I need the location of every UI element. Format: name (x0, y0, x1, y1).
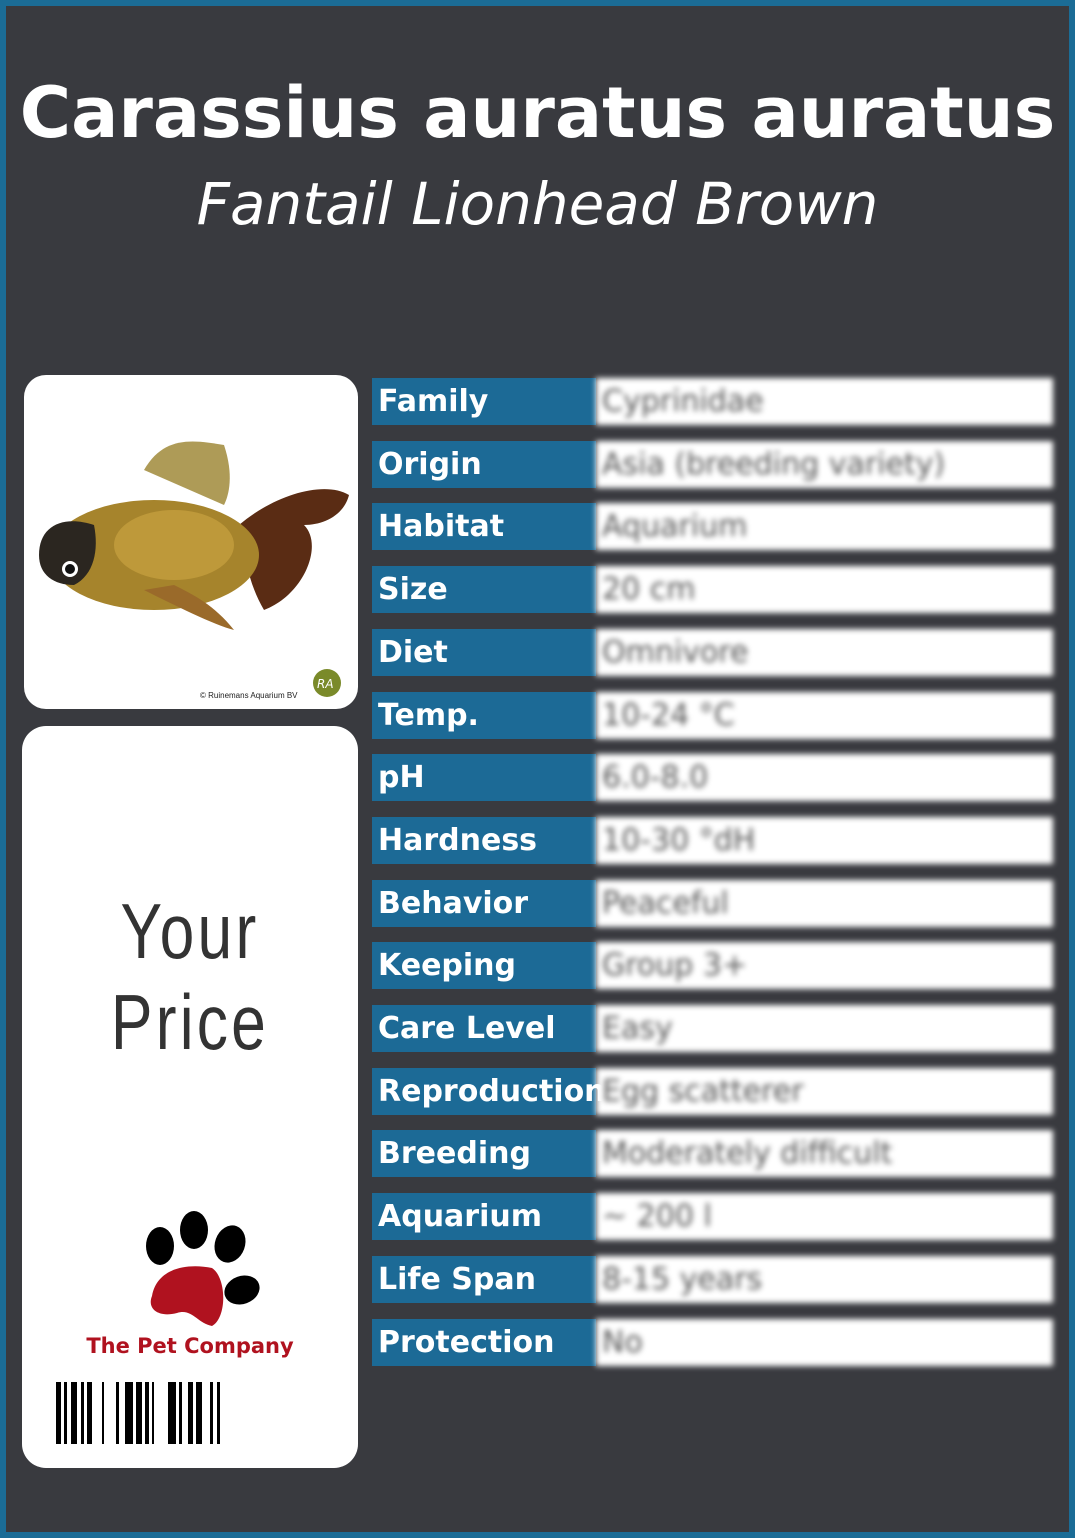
fact-value: Egg scatterer (596, 1067, 1053, 1115)
barcode-bar (116, 1382, 119, 1444)
goldfish-image: RA (39, 441, 349, 697)
fact-row: Life Span 8-15 years (372, 1255, 1053, 1303)
fact-value: Omnivore (596, 628, 1053, 676)
barcode-bar (152, 1382, 154, 1444)
ra-logo-icon (313, 669, 341, 697)
fact-value: Easy (596, 1005, 1053, 1052)
fact-value: Cyprinidae (596, 378, 1053, 425)
fact-value: Asia (breeding variety) (596, 440, 1053, 488)
fact-row: Breeding Moderately difficult (372, 1130, 1053, 1178)
barcode-bar (168, 1382, 176, 1444)
fish-photo: RA © Ruinemans Aquarium BV (24, 375, 358, 709)
fact-value: 20 cm (596, 566, 1053, 614)
fact-value: Aquarium (596, 503, 1053, 551)
barcode-bar (188, 1382, 193, 1444)
brand-name: The Pet Company (86, 1334, 294, 1358)
fact-value: Group 3+ (596, 942, 1053, 990)
fact-row: Temp. 10-24 °C (372, 691, 1053, 739)
barcode-bar (210, 1382, 213, 1444)
fact-row: Hardness 10-30 °dH (372, 816, 1053, 864)
fact-label: Origin (372, 440, 596, 488)
fact-value: ~ 200 l (596, 1193, 1053, 1241)
fact-row: Habitat Aquarium (372, 503, 1053, 551)
fact-value: 8-15 years (596, 1255, 1053, 1303)
barcode-bar (196, 1382, 202, 1444)
fact-row: Aquarium ~ 200 l (372, 1193, 1053, 1241)
fact-label: Behavior (372, 879, 596, 927)
fact-label: Care Level (372, 1005, 596, 1052)
fact-row: Keeping Group 3+ (372, 942, 1053, 990)
scientific-name: Carassius auratus auratus (19, 72, 1056, 154)
fact-row: Behavior Peaceful (372, 879, 1053, 927)
fact-row: Family Cyprinidae (372, 378, 1053, 425)
fact-value: 10-30 °dH (596, 816, 1053, 864)
fact-label: Life Span (372, 1255, 596, 1303)
paw-logo-icon (146, 1211, 260, 1326)
fact-value: No (596, 1318, 1053, 1366)
fact-label: Habitat (372, 503, 596, 551)
common-name: Fantail Lionhead Brown (196, 170, 879, 238)
barcode-bar (71, 1382, 77, 1444)
barcode-bar (217, 1382, 220, 1444)
price-label: Your Price (110, 887, 270, 1066)
price-panel: Your Price The Pet Company (22, 726, 358, 1468)
fact-label: pH (372, 754, 596, 802)
fact-value: Peaceful (596, 879, 1053, 927)
fact-label: Family (372, 378, 596, 425)
barcode-bar (125, 1382, 133, 1444)
fact-row: Care Level Easy (372, 1005, 1053, 1052)
fact-label: Aquarium (372, 1193, 596, 1241)
fact-label: Reproduction (372, 1067, 606, 1115)
svg-text:RA: RA (317, 677, 334, 691)
barcode-bar (56, 1382, 61, 1444)
fact-value: Moderately difficult (596, 1130, 1053, 1178)
barcode-bar (136, 1382, 142, 1444)
fact-label: Diet (372, 628, 596, 676)
fact-row: Protection No (372, 1318, 1053, 1366)
photo-credit: © Ruinemans Aquarium BV (200, 691, 298, 700)
fact-label: Breeding (372, 1130, 596, 1178)
fact-row: Reproduction Egg scatterer (372, 1067, 1053, 1115)
fact-label: Hardness (372, 816, 596, 864)
fact-row: Diet Omnivore (372, 628, 1053, 676)
fact-row: Origin Asia (breeding variety) (372, 440, 1053, 488)
fact-label: Temp. (372, 691, 596, 739)
fact-label: Protection (372, 1318, 596, 1366)
barcode-bar (145, 1382, 149, 1444)
barcode-bar (81, 1382, 84, 1444)
fact-row: Size 20 cm (372, 566, 1053, 614)
fact-value: 10-24 °C (596, 691, 1053, 739)
fact-label: Size (372, 566, 596, 614)
fact-row: pH 6.0-8.0 (372, 754, 1053, 802)
barcode (56, 1382, 223, 1444)
fact-value: 6.0-8.0 (596, 754, 1053, 802)
barcode-bar (87, 1382, 92, 1444)
barcode-bar (179, 1382, 182, 1444)
barcode-bar (102, 1382, 104, 1444)
barcode-bar (64, 1382, 67, 1444)
fact-label: Keeping (372, 942, 596, 990)
